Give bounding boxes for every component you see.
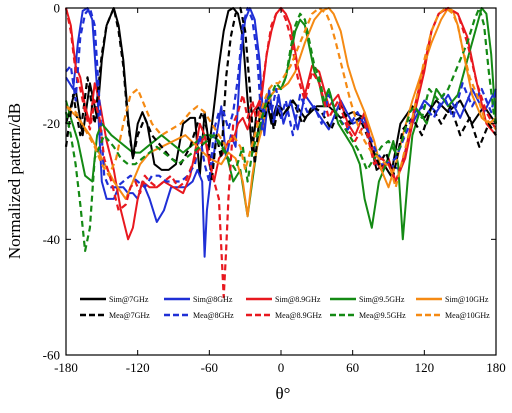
y-tick-label: 0 xyxy=(54,1,61,16)
legend: Sim@7GHz Sim@8GHz Sim@8.9GHz Sim@9.5GHz Sim@… xyxy=(80,295,490,320)
legend-label-sim-8-9ghz: Sim@8.9GHz xyxy=(275,295,321,304)
y-tick-label: -20 xyxy=(43,116,60,131)
legend-label-mea-8ghz: Mea@8GHz xyxy=(193,311,234,320)
legend-label-mea-9-5ghz: Mea@9.5GHz xyxy=(359,311,406,320)
y-tick-label: -60 xyxy=(43,348,60,363)
x-tick-label: 120 xyxy=(415,360,435,375)
legend-label-sim-9-5ghz: Sim@9.5GHz xyxy=(359,295,405,304)
x-tick-label: -180 xyxy=(54,360,78,375)
series-lines xyxy=(64,6,498,299)
series-line-mea-7ghz xyxy=(64,6,497,183)
x-tick-label: -120 xyxy=(126,360,150,375)
series-line-mea-8-9ghz xyxy=(64,6,497,299)
x-tick-label: 60 xyxy=(346,360,359,375)
series-line-mea-9-5ghz xyxy=(64,6,498,252)
legend-label-mea-7ghz: Mea@7GHz xyxy=(109,311,150,320)
legend-label-sim-8ghz: Sim@8GHz xyxy=(193,295,233,304)
series-line-mea-10ghz xyxy=(65,6,497,189)
legend-label-sim-10ghz: Sim@10GHz xyxy=(445,295,489,304)
y-axis-title: Normalized pattern/dB xyxy=(5,103,24,259)
x-tick-label: -60 xyxy=(201,360,218,375)
axes: -180 -120 -60 0 60 120 180 0 -20 -40 -60 xyxy=(43,1,506,376)
x-tick-label: 180 xyxy=(486,360,506,375)
legend-label-mea-10ghz: Mea@10GHz xyxy=(445,311,490,320)
x-axis-title: θ° xyxy=(276,384,291,403)
legend-label-mea-8-9ghz: Mea@8.9GHz xyxy=(275,311,322,320)
x-tick-label: 0 xyxy=(278,360,285,375)
legend-label-sim-7ghz: Sim@7GHz xyxy=(109,295,149,304)
y-tick-label: -40 xyxy=(43,232,60,247)
